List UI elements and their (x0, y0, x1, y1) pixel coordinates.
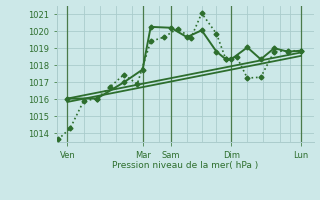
X-axis label: Pression niveau de la mer( hPa ): Pression niveau de la mer( hPa ) (112, 161, 259, 170)
